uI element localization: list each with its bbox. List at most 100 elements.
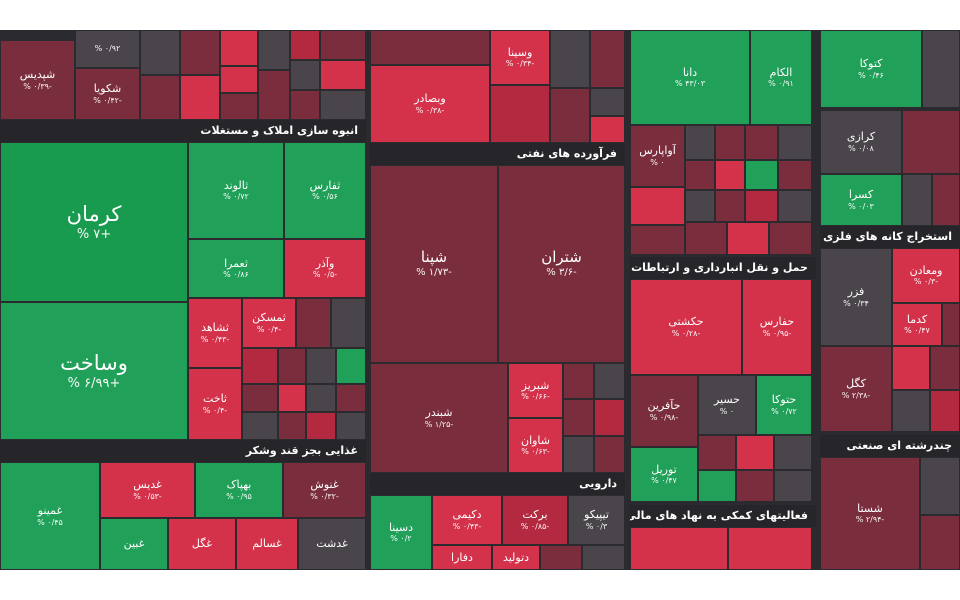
- tile-vamaadan[interactable]: ومعادن % ۰/۳-: [892, 248, 960, 303]
- tile-ghemino[interactable]: غمینو % ۰/۴۵: [0, 462, 100, 570]
- tile-filler[interactable]: [774, 435, 812, 470]
- tile-shebriz[interactable]: شبریز % ۰/۶۶-: [508, 363, 563, 418]
- tile-filler[interactable]: [698, 470, 736, 502]
- tile-filler[interactable]: [685, 125, 715, 160]
- tile-filler[interactable]: [320, 30, 366, 60]
- tile-filler[interactable]: [892, 390, 930, 432]
- tile-filler[interactable]: [278, 384, 306, 412]
- tile-filler[interactable]: [320, 60, 366, 90]
- tile-filler[interactable]: [685, 222, 727, 255]
- tile-filler[interactable]: [336, 348, 366, 384]
- tile-shepdis[interactable]: شپدیس % ۰/۳۹-: [0, 40, 75, 120]
- tile-filler[interactable]: [242, 384, 278, 412]
- tile-karazi[interactable]: کرازی % ۰/۰۸: [820, 110, 902, 174]
- tile-filler[interactable]: [774, 470, 812, 502]
- tile-daflara[interactable]: دفارا: [432, 545, 492, 570]
- tile-filler[interactable]: [745, 125, 778, 160]
- tile-kotoka[interactable]: کتوکا % ۰/۴۶: [820, 30, 922, 108]
- tile-datolid[interactable]: دتولید: [492, 545, 540, 570]
- tile-filler[interactable]: [242, 412, 278, 440]
- tile-kermaan[interactable]: کرمان % ۷+: [0, 142, 188, 302]
- tile-filler[interactable]: [685, 190, 715, 222]
- tile-filler[interactable]: [590, 88, 625, 116]
- tile-filler[interactable]: [902, 110, 960, 174]
- tile-filler[interactable]: [220, 93, 258, 120]
- tile-filler[interactable]: [563, 436, 594, 473]
- tile-dana[interactable]: دانا % ۴۳/۰۳: [630, 30, 750, 125]
- tile-filler[interactable]: [490, 85, 550, 143]
- tile-filler[interactable]: [563, 399, 594, 436]
- tile-filler[interactable]: [920, 457, 960, 515]
- tile-filler[interactable]: [778, 160, 812, 190]
- tile-ghesalem[interactable]: غسالم: [236, 518, 298, 570]
- tile-ghnoosh[interactable]: غنوش % ۰/۳۲-: [283, 462, 366, 518]
- tile-vasina[interactable]: وسینا % ۰/۳۴-: [490, 30, 550, 85]
- tile-filler[interactable]: [736, 470, 774, 502]
- tile-saakht[interactable]: وساخت % ۶/۹۹+: [0, 302, 188, 440]
- tile-filler[interactable]: [715, 125, 745, 160]
- tile-talvand[interactable]: ثالوند % ۰/۷۲: [188, 142, 284, 239]
- tile-filler[interactable]: [736, 435, 774, 470]
- tile-filler[interactable]: [563, 363, 594, 399]
- tile-filler[interactable]: [306, 348, 336, 384]
- tile-filler[interactable]: [715, 190, 745, 222]
- tile-filler[interactable]: [258, 70, 290, 120]
- tile-filler[interactable]: [685, 160, 715, 190]
- tile-filler[interactable]: [242, 348, 278, 384]
- tile-filler[interactable]: [258, 30, 290, 70]
- tile-kasra[interactable]: کسرا % ۰/۰۳: [820, 174, 902, 226]
- tile-filler[interactable]: [180, 30, 220, 75]
- tile-filler[interactable]: [769, 222, 812, 255]
- tile-shebandar[interactable]: شبندر % ۱/۲۵-: [370, 363, 508, 473]
- tile-filler[interactable]: [778, 190, 812, 222]
- tile-filler[interactable]: [920, 515, 960, 570]
- tile-ghabin[interactable]: غبین: [100, 518, 168, 570]
- tile-filler[interactable]: [336, 412, 366, 440]
- tile-filler[interactable]: [336, 384, 366, 412]
- tile-filler[interactable]: [594, 363, 625, 399]
- tile-hatooka[interactable]: حتوکا % ۰/۷۲: [756, 375, 812, 435]
- tile-filler[interactable]: [715, 160, 745, 190]
- tile-filler[interactable]: [306, 412, 336, 440]
- tile-filler[interactable]: [550, 88, 590, 143]
- tile-filler[interactable]: [745, 160, 778, 190]
- tile-hasir[interactable]: حسیر % ۰: [698, 375, 756, 435]
- tile-filler[interactable]: [296, 298, 331, 348]
- tile-filler[interactable]: [290, 60, 320, 90]
- tile-ghegol[interactable]: غگل: [168, 518, 236, 570]
- tile-filler[interactable]: [550, 30, 590, 88]
- tile-filler[interactable]: [930, 390, 960, 432]
- tile-filler[interactable]: [590, 30, 625, 88]
- tile-tamskan[interactable]: ثمسکن % ۰/۴-: [242, 298, 296, 348]
- tile-shasta[interactable]: شستا % ۲/۹۴-: [820, 457, 920, 570]
- tile-filler[interactable]: [220, 30, 258, 66]
- tile-filler[interactable]: [140, 30, 180, 75]
- tile-filler[interactable]: [728, 527, 812, 570]
- tile-filler[interactable]: [630, 225, 685, 255]
- tile-filler[interactable]: [930, 346, 960, 390]
- tile-filler[interactable]: [278, 412, 306, 440]
- tile-haafarin[interactable]: حآفرین % ۰/۹۸-: [630, 375, 698, 447]
- tile-kadma[interactable]: کدما % ۰/۴۷: [892, 303, 942, 346]
- tile-filler[interactable]: [942, 303, 960, 346]
- tile-filler[interactable]: [778, 125, 812, 160]
- tile-filler[interactable]: [306, 384, 336, 412]
- tile-filler[interactable]: [727, 222, 769, 255]
- tile-takht[interactable]: ثاخت % ۰/۴-: [188, 368, 242, 440]
- tile-shekooya[interactable]: شکویا % ۰/۴۲-: [75, 68, 140, 120]
- tile-fazar[interactable]: فزر % ۰/۳۴: [820, 248, 892, 346]
- tile-filler[interactable]: [932, 174, 960, 226]
- tile-filler[interactable]: [540, 545, 582, 570]
- tile-filler[interactable]: [698, 435, 736, 470]
- tile-shetran[interactable]: شتران % ۳/۶-: [498, 165, 625, 363]
- tile-filler[interactable]: [582, 545, 625, 570]
- tile-filler[interactable]: [902, 174, 932, 226]
- tile-hakashti[interactable]: حکشتی % ۰/۲۸-: [630, 279, 742, 375]
- tile-filler[interactable]: [278, 348, 306, 384]
- tile-filler[interactable]: [590, 116, 625, 143]
- tile-filler[interactable]: [290, 30, 320, 60]
- tile-tashahed[interactable]: ثشاهد % ۰/۴۳-: [188, 298, 242, 368]
- tile-filler[interactable]: [220, 66, 258, 93]
- tile-bahpak[interactable]: بهپاک % ۰/۹۵: [195, 462, 283, 518]
- tile-hafars[interactable]: حفارس % ۰/۹۵-: [742, 279, 812, 375]
